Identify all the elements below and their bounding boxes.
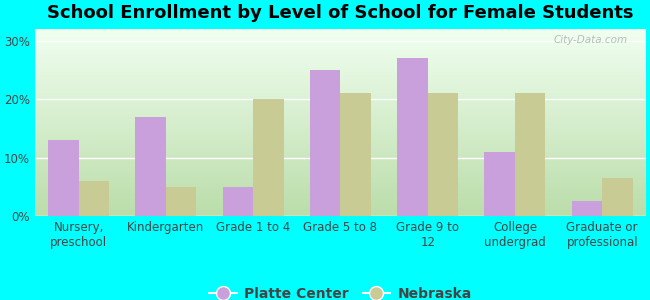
Bar xyxy=(484,152,515,216)
Bar xyxy=(341,94,371,216)
Bar xyxy=(428,94,458,216)
Bar xyxy=(48,140,79,216)
Text: City-Data.com: City-Data.com xyxy=(553,35,627,45)
Bar xyxy=(571,201,602,216)
Bar xyxy=(515,94,545,216)
Bar xyxy=(79,181,109,216)
Bar xyxy=(223,187,253,216)
Bar xyxy=(397,58,428,216)
Bar xyxy=(310,70,341,216)
Legend: Platte Center, Nebraska: Platte Center, Nebraska xyxy=(203,281,477,300)
Title: School Enrollment by Level of School for Female Students: School Enrollment by Level of School for… xyxy=(47,4,634,22)
Bar xyxy=(135,117,166,216)
Bar xyxy=(602,178,632,216)
Bar xyxy=(166,187,196,216)
Bar xyxy=(253,99,283,216)
